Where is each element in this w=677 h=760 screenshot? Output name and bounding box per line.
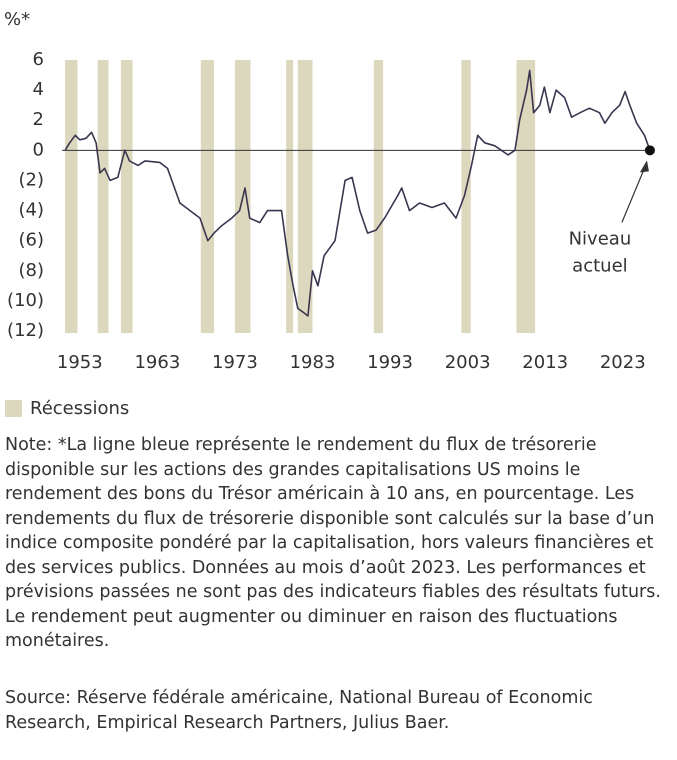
x-tick-label: 2003 (445, 352, 491, 373)
y-tick-label: 2 (33, 109, 44, 130)
annotation: actuel (572, 255, 627, 276)
recession-band (200, 60, 215, 333)
recession-band (97, 60, 109, 333)
recession-band (297, 60, 313, 333)
y-tick-label: (8) (19, 260, 45, 281)
y-axis-label: %* (4, 9, 30, 30)
recession-band (373, 60, 384, 333)
y-tick-label: (6) (19, 230, 45, 251)
note: Note: *La ligne bleue représente le rend… (5, 435, 661, 651)
legend: Récessions (5, 398, 129, 419)
recession-band (516, 60, 536, 333)
y-tick-label: (2) (19, 169, 45, 190)
legend-swatch (5, 400, 22, 417)
source: Source: Réserve fédérale américaine, Nat… (5, 688, 593, 733)
y-tick-label: 6 (33, 49, 44, 70)
recession-band (120, 60, 133, 333)
y-tick-label: (12) (7, 320, 44, 341)
recession-band (461, 60, 471, 333)
x-tick-label: 1963 (134, 352, 180, 373)
x-tick-label: 1983 (290, 352, 336, 373)
y-tick-label: 0 (33, 139, 44, 160)
annotation-arrow (621, 162, 648, 223)
y-tick-label: 4 (33, 79, 44, 100)
annotation: Niveau (569, 228, 632, 249)
x-tick-label: 2013 (522, 352, 568, 373)
y-tick-label: (4) (19, 200, 45, 221)
x-tick-label: 1973 (212, 352, 258, 373)
data-line (64, 69, 651, 317)
x-tick-label: 2023 (600, 352, 646, 373)
legend-label: Récessions (30, 398, 130, 419)
chart: %* 6 4 2 0 (2) (4) (6) (8) (10) (12) 1953 1963 1973 1… (4, 9, 655, 373)
annotation-arrowhead (639, 160, 649, 173)
y-tick-label: (10) (7, 290, 44, 311)
x-tick-label: 1953 (57, 352, 103, 373)
recession-band (286, 60, 294, 333)
recession-band (65, 60, 78, 333)
x-tick-label: 1993 (367, 352, 413, 373)
current-point (644, 145, 655, 156)
